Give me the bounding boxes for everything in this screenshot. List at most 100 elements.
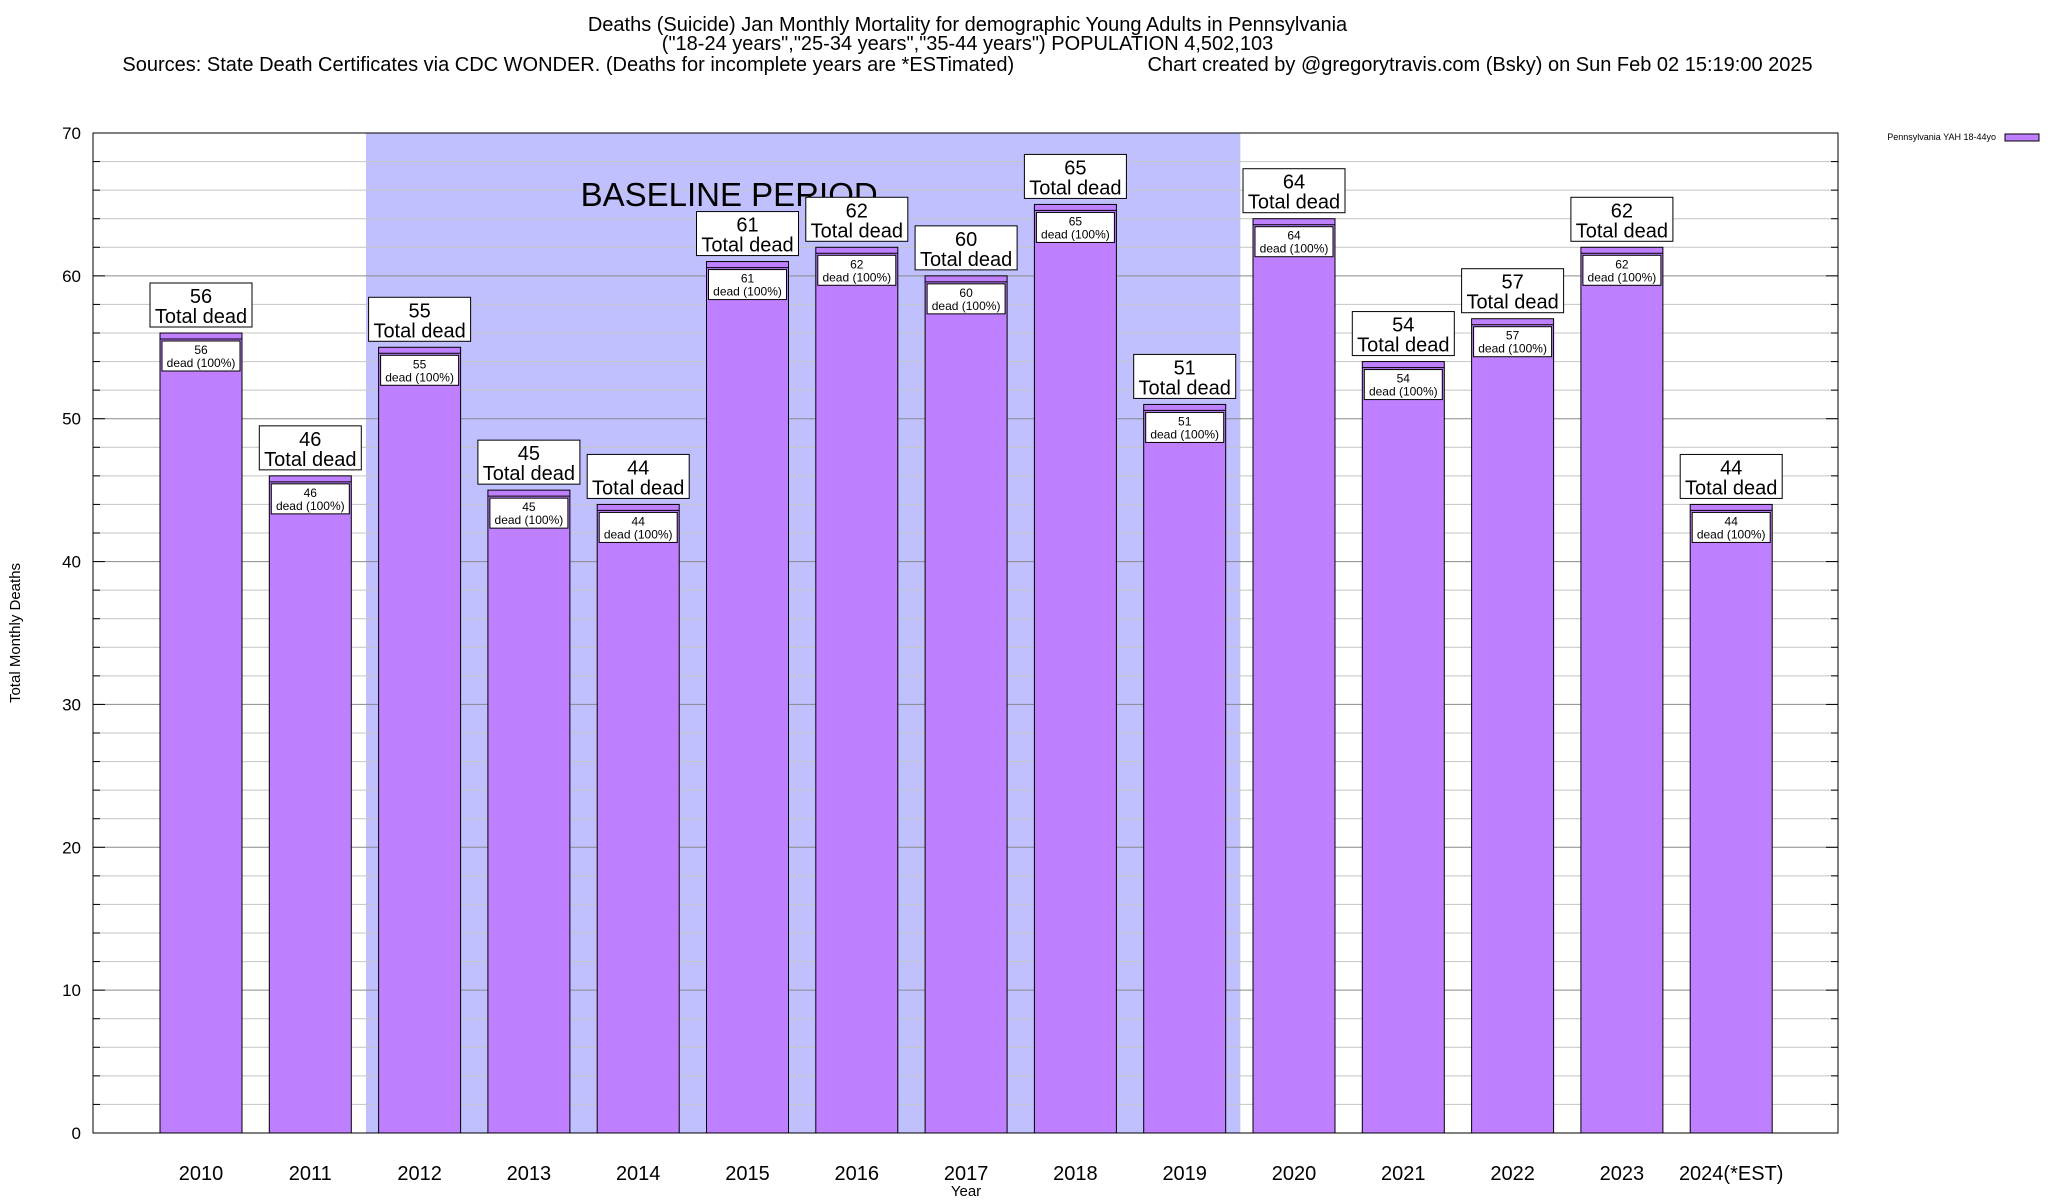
bar-top-value: 60: [955, 229, 977, 251]
bar-top-label-box: [368, 296, 472, 342]
bar: [487, 489, 571, 1134]
bar-inner-label-box: [380, 354, 460, 386]
x-tick-label: 2016: [835, 1163, 880, 1185]
x-tick-label: 2010: [179, 1163, 224, 1185]
bar-inner-value: 62: [1615, 257, 1629, 271]
bar: [268, 475, 352, 1134]
bar-top-label: Total dead: [1029, 177, 1121, 199]
bar-top-label: Total dead: [373, 320, 465, 342]
bar-inner-label-box: [1363, 369, 1443, 401]
bar: [1471, 318, 1555, 1134]
x-tick-label: 2013: [507, 1163, 552, 1185]
bar-inner-label-box: [598, 511, 678, 543]
bar-top-value: 61: [736, 215, 758, 237]
y-tick-label: 70: [62, 124, 81, 143]
bar-top-value: 54: [1392, 315, 1414, 337]
x-tick-label: 2020: [1272, 1163, 1317, 1185]
bar-top-label-box: [1023, 153, 1127, 199]
bar-inner-label: dead (100%): [495, 513, 564, 527]
bar-top-value: 64: [1283, 172, 1305, 194]
bar-top-label: Total dead: [1139, 377, 1231, 399]
bar: [1361, 361, 1445, 1134]
bar: [1580, 246, 1664, 1134]
bar-inner-value: 65: [1069, 214, 1083, 228]
plot-border: [92, 132, 1839, 1134]
bar-inner-label-box: [270, 483, 350, 515]
y-tick-label: 60: [62, 267, 81, 286]
bar-inner-label-box: [1473, 326, 1553, 358]
bar-top-label-box: [1570, 196, 1674, 242]
bar: [1252, 218, 1336, 1134]
x-tick-label: 2018: [1053, 1163, 1098, 1185]
bar-top-label: Total dead: [1357, 335, 1449, 357]
bar: [1033, 203, 1117, 1134]
chart-credit: Chart created by @gregorytravis.com (Bsk…: [1147, 54, 1813, 76]
bar-inner-label: dead (100%): [385, 370, 454, 384]
x-tick-label: 2023: [1600, 1163, 1645, 1185]
bar-inner-label-box: [161, 340, 241, 372]
bar-inner-label-box: [1145, 411, 1225, 443]
bar-top-label-box: [477, 439, 581, 485]
bar-inner-label-box: [1254, 226, 1334, 258]
bar-inner-value: 45: [522, 500, 536, 514]
bar: [596, 503, 680, 1134]
legend-label: Pennsylvania YAH 18-44yo: [1887, 132, 1996, 142]
bar-inner-value: 55: [413, 357, 427, 371]
bar-top-value: 45: [518, 443, 540, 465]
y-tick-label: 50: [62, 410, 81, 429]
bar-top-label-box: [1242, 168, 1346, 214]
bar-top-value: 56: [190, 286, 212, 308]
x-tick-label: 2015: [725, 1163, 770, 1185]
bar-top-value: 65: [1064, 157, 1086, 179]
bar-inner-label: dead (100%): [822, 270, 891, 284]
bar: [1689, 503, 1773, 1134]
bar-top-label-box: [258, 425, 362, 471]
bar-inner-label: dead (100%): [1260, 242, 1329, 256]
bar-top-label: Total dead: [811, 220, 903, 242]
bar-top-label-box: [586, 453, 690, 499]
bar-inner-label-box: [1691, 511, 1771, 543]
bar-inner-label-box: [926, 283, 1006, 315]
x-tick-label: 2022: [1490, 1163, 1535, 1185]
bar-inner-label: dead (100%): [276, 499, 345, 513]
y-tick-label: 10: [62, 981, 81, 1000]
bar-inner-label: dead (100%): [167, 356, 236, 370]
bar-inner-value: 64: [1287, 229, 1301, 243]
bar-top-label-box: [914, 225, 1018, 271]
bar-inner-label: dead (100%): [1150, 427, 1219, 441]
bar-top-label: Total dead: [155, 306, 247, 328]
bar-top-value: 44: [1720, 457, 1742, 479]
bar-inner-value: 57: [1506, 329, 1520, 343]
bar-inner-value: 61: [741, 272, 755, 286]
bar-top-label: Total dead: [264, 449, 356, 471]
bar-top-label: Total dead: [483, 463, 575, 485]
bar: [1143, 403, 1227, 1134]
bar-top-label-box: [696, 211, 799, 257]
bar-inner-label: dead (100%): [1697, 527, 1766, 541]
bar-top-label-box: [805, 196, 909, 242]
x-tick-label: 2011: [289, 1163, 332, 1185]
bar-top-value: 62: [846, 200, 868, 222]
bar-inner-label: dead (100%): [1369, 385, 1438, 399]
bar-top-label-box: [1351, 311, 1455, 357]
bar-top-label-box: [1679, 453, 1783, 499]
y-tick-label: 30: [62, 695, 81, 714]
y-tick-label: 20: [62, 838, 81, 857]
bar-inner-label-box: [489, 497, 569, 529]
bar-top-value: 62: [1611, 200, 1633, 222]
x-axis-label: Year: [951, 1183, 981, 1200]
bar-inner-value: 44: [632, 514, 646, 528]
bar-top-label: Total dead: [920, 249, 1012, 271]
x-tick-label: 2024(*EST): [1679, 1163, 1784, 1185]
bar-top-value: 51: [1174, 357, 1196, 379]
x-tick-label: 2014: [616, 1163, 661, 1185]
bar-top-value: 55: [408, 300, 430, 322]
legend-swatch: [2004, 133, 2040, 142]
bar-inner-label: dead (100%): [604, 527, 673, 541]
bar-inner-label: dead (100%): [932, 299, 1001, 313]
bar-inner-value: 54: [1397, 372, 1411, 386]
chart-source-credit: Sources: State Death Certificates via CD…: [0, 55, 1935, 75]
x-tick-label: 2017: [944, 1163, 989, 1185]
chart-source: Sources: State Death Certificates via CD…: [122, 54, 1015, 76]
bar-inner-label-box: [817, 254, 897, 286]
